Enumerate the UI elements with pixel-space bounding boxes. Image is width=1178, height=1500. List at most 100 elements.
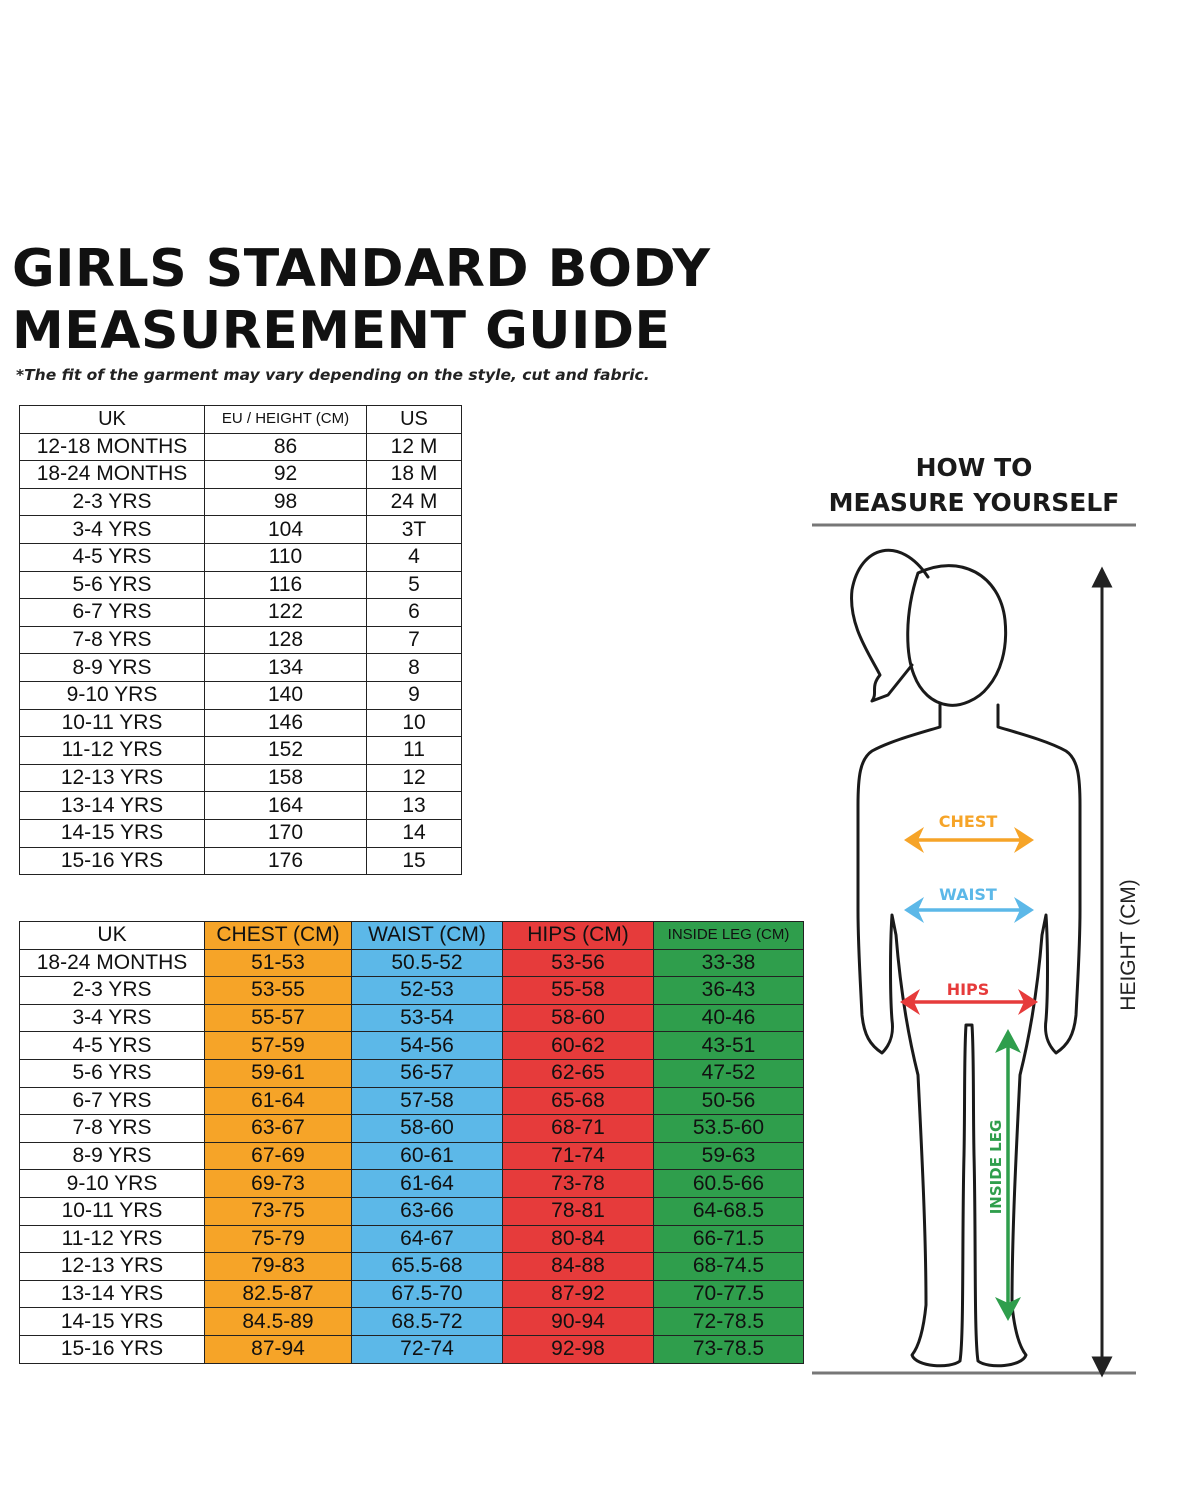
table-cell: 13-14 YRS — [19, 1279, 205, 1309]
measurement-figure: CHEST WAIST HIPS INSIDE LEG HEIGHT (CM) — [812, 523, 1140, 1378]
table-cell: 87-94 — [204, 1334, 352, 1364]
table-row: 9-10 YRS 69-73 61-64 73-78 60.5-66 — [19, 1169, 804, 1198]
height-label: HEIGHT (CM) — [1117, 879, 1140, 1010]
table-cell: 79-83 — [204, 1252, 352, 1281]
table-cell: 53-55 — [204, 976, 352, 1005]
table-row: 10-11 YRS 146 10 — [19, 708, 462, 738]
table-cell: 55-58 — [502, 976, 654, 1005]
table-cell: 11 — [366, 736, 462, 765]
table-cell: 12-13 YRS — [19, 1252, 205, 1281]
table-cell: 15-16 YRS — [19, 1334, 205, 1364]
table-cell: 2-3 YRS — [19, 487, 205, 517]
table-cell: 4-5 YRS — [19, 1031, 205, 1060]
table-cell: 13 — [366, 791, 462, 820]
table-cell: 8-9 YRS — [19, 1141, 205, 1171]
table-cell: 53-54 — [351, 1003, 503, 1033]
table-cell: 6 — [366, 598, 462, 627]
table-cell: 13-14 YRS — [19, 791, 205, 820]
page-title: GIRLS STANDARD BODY MEASUREMENT GUIDE — [12, 238, 711, 362]
table-cell: 55-57 — [204, 1003, 352, 1033]
table-cell: 12 M — [366, 432, 462, 462]
table-cell: 92 — [204, 460, 367, 489]
table-row: 14-15 YRS 84.5-89 68.5-72 90-94 72-78.5 — [19, 1307, 804, 1336]
table-cell: 65-68 — [502, 1086, 654, 1116]
how-to-line-1: HOW TO — [915, 453, 1033, 482]
column-header: UK — [19, 405, 205, 434]
table-header-row: UK EU / HEIGHT (CM) US — [19, 405, 462, 434]
table-cell: 61-64 — [204, 1086, 352, 1116]
table-row: 15-16 YRS 176 15 — [19, 846, 462, 876]
table-cell: 36-43 — [653, 976, 804, 1005]
table-cell: 60.5-66 — [653, 1169, 804, 1198]
table-cell: 4-5 YRS — [19, 542, 205, 572]
table-cell: 10-11 YRS — [19, 1196, 205, 1226]
table-row: 11-12 YRS 152 11 — [19, 736, 462, 765]
table-row: 5-6 YRS 116 5 — [19, 570, 462, 600]
column-header: INSIDE LEG (CM) — [653, 921, 804, 950]
column-header: WAIST (CM) — [351, 921, 503, 950]
waist-arrow-icon — [904, 897, 1034, 923]
table-cell: 140 — [204, 680, 367, 710]
table-row: 15-16 YRS 87-94 72-74 92-98 73-78.5 — [19, 1334, 804, 1364]
table-row: 18-24 MONTHS 92 18 M — [19, 460, 462, 489]
table-cell: 40-46 — [653, 1003, 804, 1033]
table-cell: 12 — [366, 763, 462, 793]
table-cell: 18-24 MONTHS — [19, 948, 205, 978]
table-cell: 9 — [366, 680, 462, 710]
table-cell: 6-7 YRS — [19, 598, 205, 627]
table-row: 12-13 YRS 79-83 65.5-68 84-88 68-74.5 — [19, 1252, 804, 1281]
table-cell: 57-59 — [204, 1031, 352, 1060]
table-cell: 75-79 — [204, 1224, 352, 1254]
table-cell: 63-67 — [204, 1114, 352, 1143]
table-cell: 67.5-70 — [351, 1279, 503, 1309]
table-cell: 8 — [366, 653, 462, 682]
table-cell: 3-4 YRS — [19, 1003, 205, 1033]
table-cell: 58-60 — [502, 1003, 654, 1033]
table-cell: 170 — [204, 818, 367, 848]
table-cell: 84.5-89 — [204, 1307, 352, 1336]
table-cell: 68-71 — [502, 1114, 654, 1143]
table-cell: 47-52 — [653, 1058, 804, 1088]
table-cell: 5 — [366, 570, 462, 600]
table-cell: 68.5-72 — [351, 1307, 503, 1336]
table-cell: 5-6 YRS — [19, 1058, 205, 1088]
table-cell: 73-78.5 — [653, 1334, 804, 1364]
table-cell: 11-12 YRS — [19, 1224, 205, 1254]
table-cell: 56-57 — [351, 1058, 503, 1088]
table-cell: 146 — [204, 708, 367, 738]
table-cell: 63-66 — [351, 1196, 503, 1226]
table-cell: 7 — [366, 625, 462, 655]
table-cell: 8-9 YRS — [19, 653, 205, 682]
table-cell: 82.5-87 — [204, 1279, 352, 1309]
table-row: 5-6 YRS 59-61 56-57 62-65 47-52 — [19, 1058, 804, 1088]
table-cell: 72-74 — [351, 1334, 503, 1364]
table-row: 8-9 YRS 134 8 — [19, 653, 462, 682]
table-row: 7-8 YRS 128 7 — [19, 625, 462, 655]
table-row: 4-5 YRS 110 4 — [19, 542, 462, 572]
table-cell: 110 — [204, 542, 367, 572]
table-cell: 84-88 — [502, 1252, 654, 1281]
table-cell: 80-84 — [502, 1224, 654, 1254]
table-cell: 12-18 MONTHS — [19, 432, 205, 462]
page-title-line-2: MEASUREMENT GUIDE — [12, 301, 671, 361]
table-cell: 64-68.5 — [653, 1196, 804, 1226]
table-cell: 176 — [204, 846, 367, 876]
table-cell: 60-62 — [502, 1031, 654, 1060]
table-cell: 60-61 — [351, 1141, 503, 1171]
chest-arrow-icon — [904, 827, 1034, 853]
table-row: 13-14 YRS 82.5-87 67.5-70 87-92 70-77.5 — [19, 1279, 804, 1309]
table-cell: 67-69 — [204, 1141, 352, 1171]
table-cell: 51-53 — [204, 948, 352, 978]
table-cell: 58-60 — [351, 1114, 503, 1143]
table-cell: 3T — [366, 515, 462, 544]
table-cell: 43-51 — [653, 1031, 804, 1060]
column-header: CHEST (CM) — [204, 921, 352, 950]
table-cell: 15 — [366, 846, 462, 876]
table-cell: 128 — [204, 625, 367, 655]
table-row: 7-8 YRS 63-67 58-60 68-71 53.5-60 — [19, 1114, 804, 1143]
table-cell: 59-61 — [204, 1058, 352, 1088]
table-cell: 87-92 — [502, 1279, 654, 1309]
table-cell: 54-56 — [351, 1031, 503, 1060]
table-cell: 90-94 — [502, 1307, 654, 1336]
table-cell: 7-8 YRS — [19, 625, 205, 655]
